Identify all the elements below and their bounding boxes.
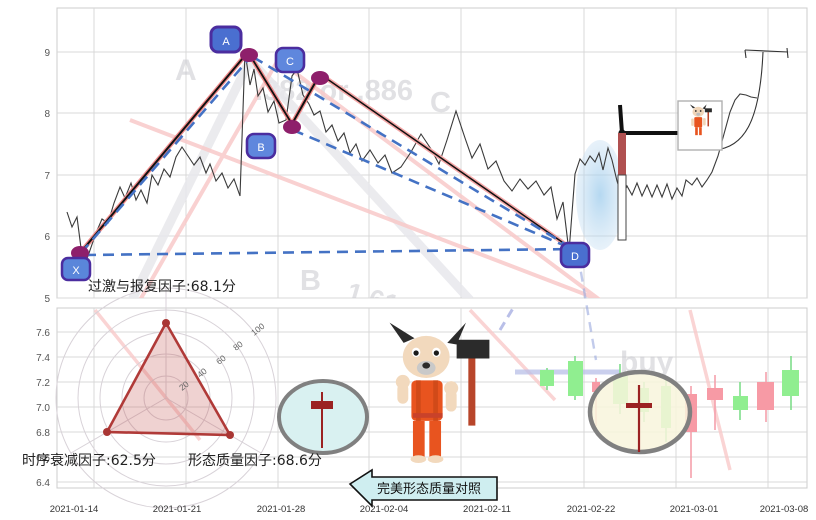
callout-text: 完美形态质量对照 bbox=[377, 482, 481, 497]
ytick-upper-4: 5 bbox=[44, 294, 50, 305]
factor-label-bottom-right: 形态质量因子:68.6分 bbox=[188, 453, 322, 469]
radar-vertex-1 bbox=[162, 319, 170, 327]
radar-vertex-2 bbox=[103, 428, 111, 436]
lower-y-axis: 7.6 7.4 7.2 7.0 6.8 6.6 6.4 bbox=[36, 328, 50, 489]
compare-ellipse-right bbox=[587, 369, 693, 455]
highlight-ellipse-upper bbox=[576, 140, 624, 250]
pivot-dot-c bbox=[311, 71, 329, 85]
radar-vertex-3 bbox=[226, 431, 234, 439]
candle-up-2 bbox=[568, 356, 583, 400]
compare-ellipse-left bbox=[277, 379, 369, 455]
pivot-dot-x bbox=[71, 246, 89, 260]
xtick-2: 2021-01-28 bbox=[257, 504, 306, 515]
pivot-label-d[interactable]: D bbox=[559, 241, 591, 269]
pivot-dot-a bbox=[240, 48, 258, 62]
forecast-candle-wick bbox=[617, 174, 627, 241]
pivot-label-c-text: C bbox=[286, 56, 294, 68]
watermark-b: B bbox=[300, 265, 321, 297]
pivot-label-x[interactable]: X bbox=[60, 256, 92, 282]
candle-up-7 bbox=[782, 356, 799, 410]
ytick-lower-6: 6.4 bbox=[36, 478, 50, 489]
factor-label-bottom-left: 时序衰减因子:62.5分 bbox=[22, 452, 156, 469]
watermark-c: C bbox=[430, 87, 451, 119]
xtick-6: 2021-03-01 bbox=[670, 504, 719, 515]
ytick-lower-0: 7.6 bbox=[36, 328, 50, 339]
pivot-label-a[interactable]: A bbox=[209, 25, 243, 54]
ytick-lower-2: 7.2 bbox=[36, 378, 50, 389]
harmonic-dashed-faint bbox=[576, 254, 598, 361]
callout-perfect-quality[interactable]: 完美形态质量对照 bbox=[348, 468, 498, 508]
xtick-7: 2021-03-08 bbox=[760, 504, 809, 515]
upper-y-axis: 9 8 7 6 5 bbox=[44, 48, 50, 305]
pivot-label-b-text: B bbox=[257, 142, 264, 154]
radar-area bbox=[104, 320, 233, 437]
candle-down-4 bbox=[757, 372, 774, 422]
pivot-label-d-text: D bbox=[571, 251, 579, 263]
dog-mascot-hammer-small bbox=[677, 100, 723, 151]
forecast-curve bbox=[713, 51, 764, 151]
x-axis: 2021-01-14 2021-01-21 2021-01-28 2021-02… bbox=[50, 504, 809, 515]
pivot-label-x-text: X bbox=[72, 265, 80, 277]
pivot-label-a-text: A bbox=[222, 36, 230, 48]
dog-mascot-hammer-large bbox=[389, 322, 490, 464]
ytick-upper-0: 9 bbox=[44, 48, 50, 59]
forecast-candle-body bbox=[618, 133, 626, 175]
ytick-lower-3: 7.0 bbox=[36, 403, 50, 414]
factor-label-top: 过激与报复因子:68.1分 bbox=[88, 278, 236, 295]
harmonic-dashed-lines bbox=[80, 55, 576, 257]
pivot-dot-b bbox=[283, 120, 301, 134]
ytick-lower-4: 6.8 bbox=[36, 428, 50, 439]
xtick-4: 2021-02-11 bbox=[463, 504, 511, 515]
xtick-3: 2021-02-04 bbox=[360, 504, 409, 515]
ytick-lower-5: 6.6 bbox=[36, 453, 50, 464]
candle-up-1 bbox=[540, 368, 554, 390]
candle-down-3 bbox=[707, 375, 723, 430]
xtick-0: 2021-01-14 bbox=[50, 504, 99, 515]
harmonic-pattern-lines bbox=[79, 50, 577, 254]
price-line bbox=[66, 51, 758, 264]
watermark-a: A bbox=[175, 54, 197, 87]
ytick-lower-1: 7.4 bbox=[36, 353, 50, 364]
candle-up-6 bbox=[733, 382, 748, 420]
pivot-label-b[interactable]: B bbox=[245, 132, 277, 160]
ytick-upper-3: 6 bbox=[44, 232, 50, 243]
forecast-curve-tail bbox=[744, 47, 789, 59]
xtick-5: 2021-02-22 bbox=[567, 504, 616, 515]
xtick-1: 2021-01-21 bbox=[153, 504, 202, 515]
forecast-curve-cap bbox=[744, 49, 789, 53]
ytick-upper-2: 7 bbox=[44, 171, 50, 182]
ytick-upper-1: 8 bbox=[44, 109, 50, 120]
pivot-label-c[interactable]: C bbox=[274, 46, 306, 74]
